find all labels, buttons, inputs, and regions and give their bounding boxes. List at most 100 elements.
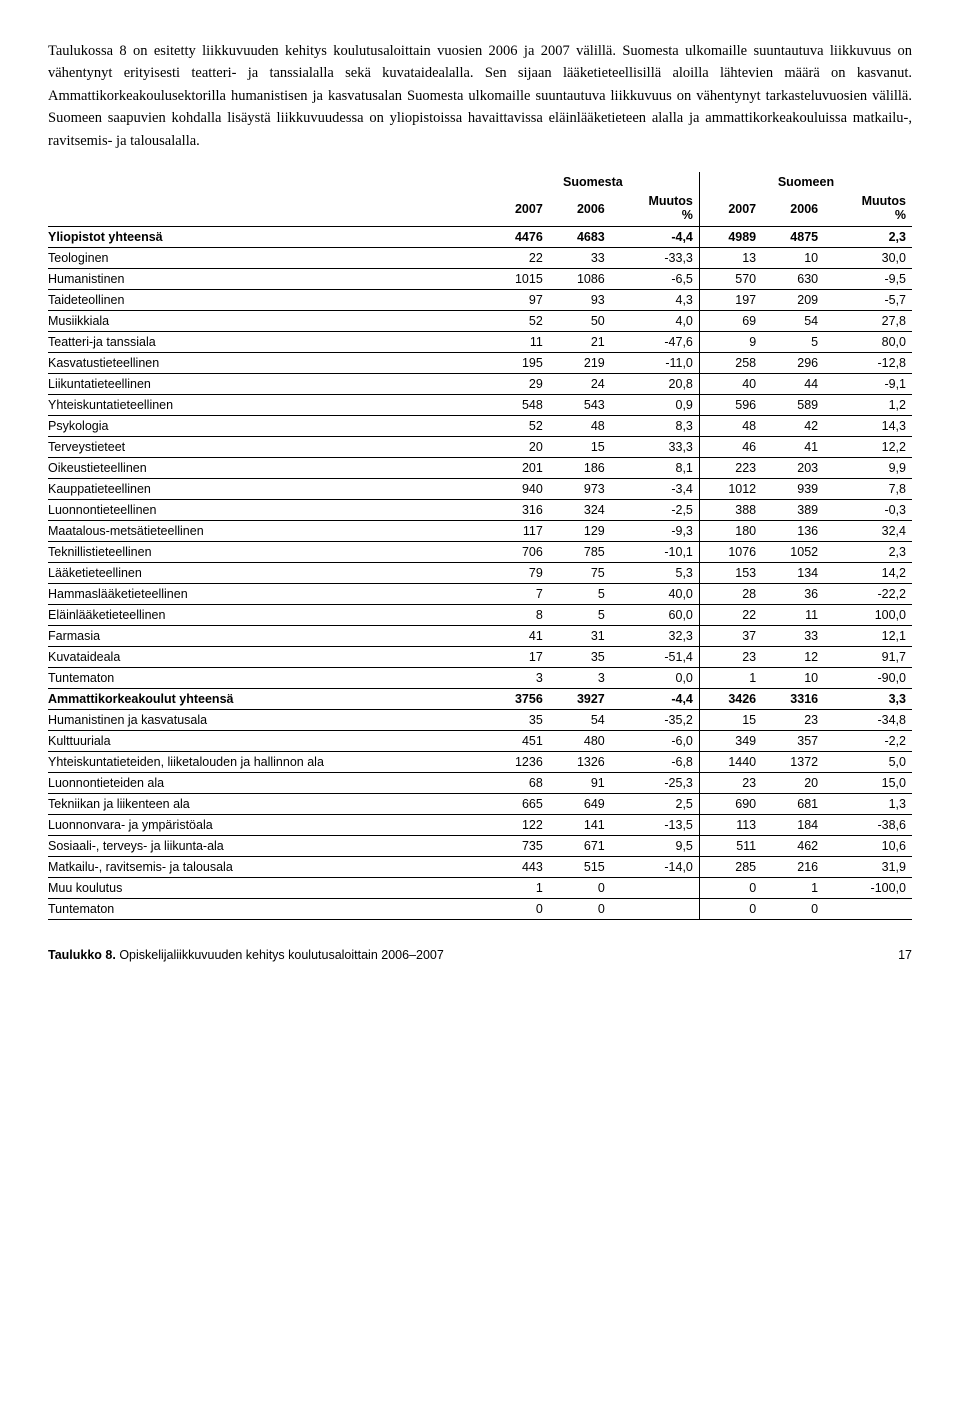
mobility-table: Suomesta Suomeen 2007 2006 Muutos% 2007 … [48, 172, 912, 920]
cell: 195 [487, 352, 549, 373]
cell: 184 [762, 814, 824, 835]
cell: 388 [699, 499, 762, 520]
table-row: Lääketieteellinen79755,315313414,2 [48, 562, 912, 583]
row-label: Kulttuuriala [48, 730, 487, 751]
table-row: Humanistinen10151086-6,5570630-9,5 [48, 268, 912, 289]
cell: 31 [549, 625, 611, 646]
cell: 60,0 [611, 604, 700, 625]
cell: 451 [487, 730, 549, 751]
row-label: Yhteiskuntatieteiden, liiketalouden ja h… [48, 751, 487, 772]
cell: -6,5 [611, 268, 700, 289]
cell: 11 [487, 331, 549, 352]
cell: 4,3 [611, 289, 700, 310]
row-label: Liikuntatieteellinen [48, 373, 487, 394]
row-label: Maatalous-metsätieteellinen [48, 520, 487, 541]
cell: -9,5 [824, 268, 912, 289]
cell: -2,5 [611, 499, 700, 520]
group-suomesta: Suomesta [487, 172, 700, 192]
cell: 153 [699, 562, 762, 583]
row-label: Teknillistieteellinen [48, 541, 487, 562]
cell: 735 [487, 835, 549, 856]
cell: 31,9 [824, 856, 912, 877]
cell: 35 [549, 646, 611, 667]
cell: -3,4 [611, 478, 700, 499]
cell: 1012 [699, 478, 762, 499]
col-muutos-b: Muutos% [824, 192, 912, 226]
cell: 1076 [699, 541, 762, 562]
cell: 35 [487, 709, 549, 730]
cell: 30,0 [824, 247, 912, 268]
cell: 8 [487, 604, 549, 625]
row-label: Luonnonvara- ja ympäristöala [48, 814, 487, 835]
cell: 4476 [487, 226, 549, 247]
cell: 0 [699, 877, 762, 898]
table-row: Farmasia413132,3373312,1 [48, 625, 912, 646]
cell: 5 [549, 604, 611, 625]
cell: 630 [762, 268, 824, 289]
cell: 3927 [549, 688, 611, 709]
cell: 20,8 [611, 373, 700, 394]
row-label: Kasvatustieteellinen [48, 352, 487, 373]
cell: 690 [699, 793, 762, 814]
table-row: Psykologia52488,3484214,3 [48, 415, 912, 436]
cell: 52 [487, 310, 549, 331]
cell: 27,8 [824, 310, 912, 331]
row-label: Lääketieteellinen [48, 562, 487, 583]
table-row: Teknillistieteellinen706785-10,110761052… [48, 541, 912, 562]
row-label: Tekniikan ja liikenteen ala [48, 793, 487, 814]
cell: 5 [762, 331, 824, 352]
cell: 1052 [762, 541, 824, 562]
col-2007b: 2007 [699, 192, 762, 226]
cell: -10,1 [611, 541, 700, 562]
cell: 324 [549, 499, 611, 520]
row-label: Farmasia [48, 625, 487, 646]
table-row: Maatalous-metsätieteellinen117129-9,3180… [48, 520, 912, 541]
cell: 939 [762, 478, 824, 499]
cell: -9,3 [611, 520, 700, 541]
row-label: Taideteollinen [48, 289, 487, 310]
cell: 349 [699, 730, 762, 751]
cell: 1015 [487, 268, 549, 289]
row-label: Matkailu-, ravitsemis- ja talousala [48, 856, 487, 877]
cell: 75 [549, 562, 611, 583]
cell: 511 [699, 835, 762, 856]
cell: 7,8 [824, 478, 912, 499]
row-label: Yhteiskuntatieteellinen [48, 394, 487, 415]
cell: 671 [549, 835, 611, 856]
cell [611, 877, 700, 898]
row-label: Psykologia [48, 415, 487, 436]
row-label: Terveystieteet [48, 436, 487, 457]
cell: 10,6 [824, 835, 912, 856]
cell: 29 [487, 373, 549, 394]
table-row: Luonnontieteellinen316324-2,5388389-0,3 [48, 499, 912, 520]
cell: 186 [549, 457, 611, 478]
table-row: Taideteollinen97934,3197209-5,7 [48, 289, 912, 310]
cell: 785 [549, 541, 611, 562]
cell: 50 [549, 310, 611, 331]
row-label: Kauppatieteellinen [48, 478, 487, 499]
table-row: Matkailu-, ravitsemis- ja talousala44351… [48, 856, 912, 877]
cell: 15 [549, 436, 611, 457]
cell: 0 [699, 898, 762, 919]
row-label: Luonnontieteiden ala [48, 772, 487, 793]
cell: 5,0 [824, 751, 912, 772]
cell: 1,3 [824, 793, 912, 814]
cell: -0,3 [824, 499, 912, 520]
cell: 23 [762, 709, 824, 730]
cell: 180 [699, 520, 762, 541]
cell: 0 [549, 877, 611, 898]
cell: 22 [487, 247, 549, 268]
cell: 9 [699, 331, 762, 352]
row-label: Luonnontieteellinen [48, 499, 487, 520]
cell: 316 [487, 499, 549, 520]
cell: 209 [762, 289, 824, 310]
cell: -38,6 [824, 814, 912, 835]
cell: 1236 [487, 751, 549, 772]
cell: 21 [549, 331, 611, 352]
cell: 357 [762, 730, 824, 751]
row-label: Tuntematon [48, 898, 487, 919]
cell: 223 [699, 457, 762, 478]
table-row: Hammaslääketieteellinen7540,02836-22,2 [48, 583, 912, 604]
cell: 203 [762, 457, 824, 478]
cell: 1 [487, 877, 549, 898]
